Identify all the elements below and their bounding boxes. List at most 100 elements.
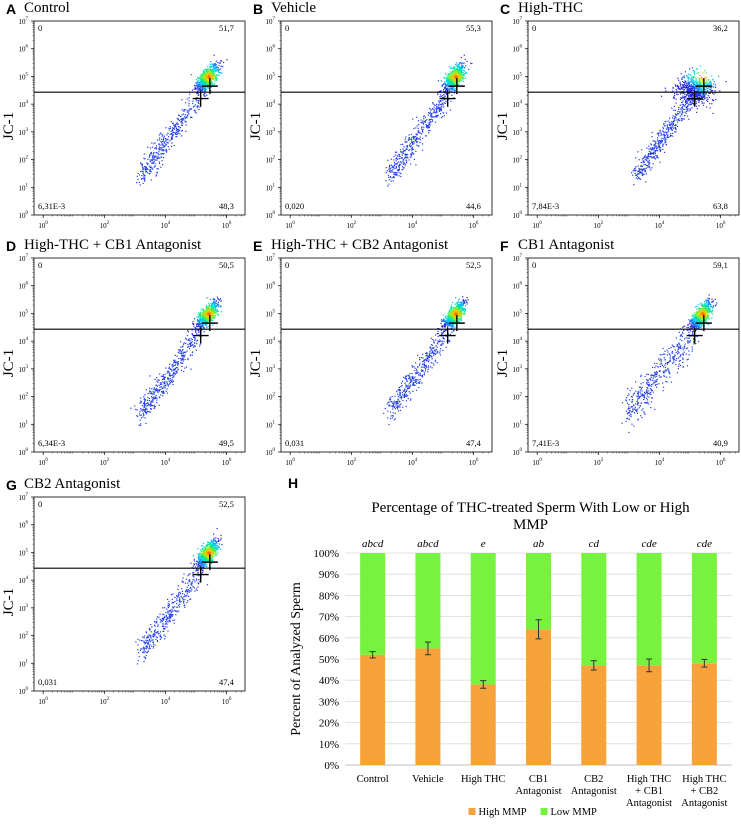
event-dot [144, 177, 146, 179]
event-dot [708, 96, 710, 98]
event-dot [698, 79, 701, 81]
event-dot [138, 424, 140, 426]
event-dot [440, 117, 443, 119]
event-dot [430, 111, 432, 113]
event-dot [161, 144, 163, 146]
event-dot [388, 171, 390, 173]
event-dot [415, 133, 417, 135]
event-dot [640, 168, 642, 170]
event-dot [464, 73, 466, 75]
event-dot [210, 72, 213, 74]
event-dot [198, 82, 200, 85]
event-dot [203, 320, 205, 322]
event-dot [692, 77, 694, 79]
event-dot [205, 78, 207, 80]
event-dot [641, 158, 643, 160]
event-dot [402, 152, 404, 154]
event-dot [689, 88, 692, 90]
event-dot [142, 167, 144, 169]
event-dot [201, 82, 203, 84]
event-dot [663, 135, 666, 137]
event-dot [151, 162, 153, 164]
event-dot [211, 319, 213, 321]
event-dot [191, 342, 193, 344]
event-dot [660, 139, 662, 141]
event-dot [143, 166, 145, 168]
event-dot [460, 66, 462, 68]
event-dot [211, 72, 214, 74]
event-dot [702, 72, 704, 74]
event-dot [693, 102, 695, 105]
event-dot [701, 90, 704, 92]
event-dot [715, 99, 717, 101]
event-dot [635, 169, 637, 171]
event-dot [154, 165, 156, 167]
event-dot [173, 369, 175, 371]
event-dot [226, 59, 228, 61]
event-dot [682, 106, 684, 108]
event-dot [181, 350, 183, 353]
event-dot [389, 166, 391, 168]
event-dot [210, 69, 212, 71]
event-dot [205, 310, 207, 312]
event-dot [166, 381, 168, 383]
event-dot [211, 304, 213, 306]
event-dot [649, 156, 651, 158]
event-dot [453, 88, 455, 90]
event-dot [202, 326, 204, 329]
event-dot [440, 90, 442, 92]
event-dot [670, 126, 672, 128]
event-dot [462, 71, 464, 73]
event-dot [216, 313, 218, 315]
event-dot [681, 110, 684, 112]
event-dot [696, 87, 698, 89]
event-dot [213, 66, 215, 68]
event-dot [422, 131, 424, 133]
event-dot [660, 95, 663, 97]
event-dot [710, 83, 712, 85]
event-dot [683, 98, 686, 100]
event-dot [392, 176, 395, 178]
event-dot [697, 82, 699, 84]
event-dot [206, 76, 209, 78]
event-dot [441, 97, 444, 99]
event-dot [674, 125, 676, 127]
event-dot [211, 69, 214, 71]
quadrant-value-ul: 0 [38, 23, 42, 33]
event-dot [632, 174, 634, 176]
event-dot [674, 127, 676, 129]
event-dot [725, 81, 727, 83]
event-dot [701, 94, 703, 96]
panel-title: Vehicle [271, 0, 316, 16]
event-dot [658, 132, 660, 134]
event-dot [211, 63, 213, 65]
event-dot [144, 180, 146, 182]
event-dot [204, 316, 206, 318]
event-dot [159, 137, 161, 139]
event-dot [458, 71, 460, 73]
event-dot [203, 318, 205, 320]
event-dot [209, 313, 211, 315]
event-dot [145, 413, 148, 415]
event-dot [406, 146, 408, 148]
event-dot [452, 70, 455, 72]
event-dot [190, 344, 192, 346]
event-dot [205, 71, 207, 73]
event-dot [215, 309, 217, 311]
event-dot [192, 344, 194, 346]
event-dot [403, 166, 405, 168]
event-dot [385, 172, 387, 174]
event-dot [694, 83, 696, 85]
event-dot [662, 148, 664, 150]
event-dot [150, 404, 152, 406]
event-dot [143, 414, 145, 416]
event-dot [167, 370, 170, 373]
event-dot [450, 76, 452, 78]
event-dot [451, 82, 453, 84]
event-dot [421, 127, 423, 129]
event-dot [416, 144, 418, 146]
event-dot [145, 422, 147, 424]
event-dot [169, 375, 171, 377]
event-dot [176, 133, 178, 135]
event-dot [642, 157, 644, 159]
